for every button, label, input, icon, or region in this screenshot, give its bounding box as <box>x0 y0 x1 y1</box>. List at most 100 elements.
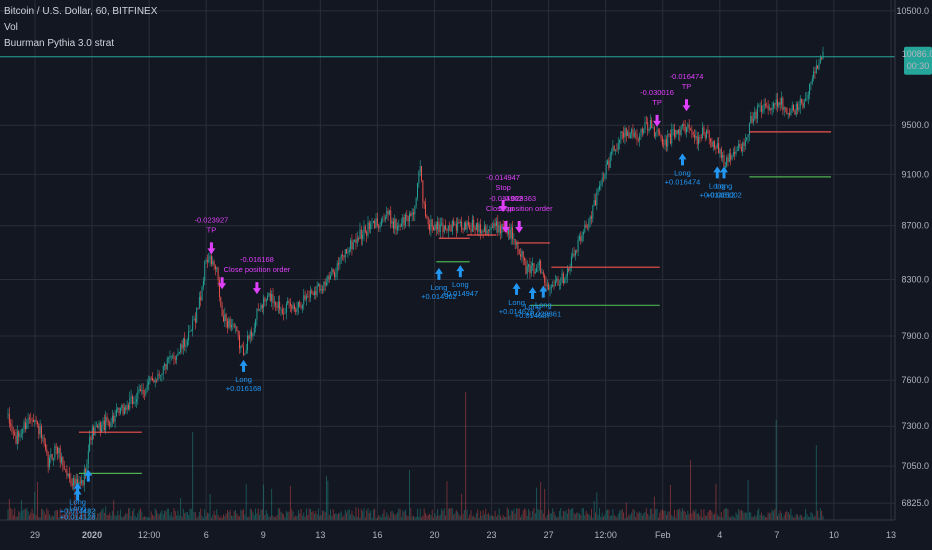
volume-bar <box>577 512 579 520</box>
volume-bar <box>521 514 523 520</box>
candle-body <box>378 225 380 229</box>
volume-bar <box>26 508 28 520</box>
volume-bar <box>530 517 532 520</box>
volume-bar <box>318 508 319 520</box>
candle-body <box>744 140 746 146</box>
volume-bar <box>118 514 120 520</box>
candle-body <box>633 133 635 137</box>
volume-bar <box>114 515 116 520</box>
volume-bar <box>253 515 255 520</box>
volume-bar <box>744 512 746 520</box>
candle-body <box>581 234 583 242</box>
volume-bar <box>204 509 206 520</box>
volume-bar <box>208 513 210 520</box>
volume-bar <box>417 508 418 520</box>
volume-bar <box>154 508 156 520</box>
volume-bar <box>264 515 266 520</box>
candle-body <box>529 264 531 274</box>
candle-body <box>75 479 77 485</box>
candle-body <box>190 330 192 332</box>
candle-body <box>707 130 709 134</box>
candle-body <box>427 217 429 225</box>
candle-body <box>22 429 24 434</box>
candle-body <box>807 94 809 99</box>
candle-body <box>205 259 207 262</box>
candle-body <box>225 314 227 322</box>
candle-body <box>109 421 111 427</box>
candle-body <box>192 320 194 331</box>
candle-body <box>483 226 485 232</box>
volume-bar <box>249 508 251 520</box>
volume-bar <box>631 512 633 520</box>
candle-body <box>415 197 417 207</box>
long-entry-arrow <box>719 166 728 179</box>
volume-bar <box>218 517 220 520</box>
candle-body <box>573 253 575 256</box>
candle-body <box>367 222 369 236</box>
candle-body <box>204 261 206 281</box>
candle-body <box>580 236 582 242</box>
volume-bar <box>126 513 128 520</box>
candle-body <box>648 129 650 132</box>
candle-body <box>494 223 496 227</box>
candle-body <box>11 425 13 432</box>
strategy-indicator-label[interactable]: Buurman Pythia 3.0 strat <box>4 38 115 49</box>
volume-bar <box>815 445 817 520</box>
price-tick-label: 7300.0 <box>901 421 929 431</box>
candle-body <box>142 390 144 394</box>
candle-body <box>510 227 512 239</box>
candle-body <box>773 103 774 108</box>
volume-bar <box>730 517 732 520</box>
symbol-title[interactable]: Bitcoin / U.S. Dollar, 60, BITFINEX <box>4 6 158 17</box>
exit-label: -0.014962 <box>489 194 523 203</box>
candle-body <box>699 137 701 138</box>
volume-bar <box>146 516 148 520</box>
volume-bar <box>182 508 184 520</box>
volume-bar <box>315 510 317 520</box>
candle-body <box>127 404 129 409</box>
candle-body <box>288 301 290 303</box>
price-axis-panel[interactable] <box>895 0 932 520</box>
volume-bar <box>574 514 576 520</box>
chart-legend: Bitcoin / U.S. Dollar, 60, BITFINEX Vol … <box>4 4 157 52</box>
volume-bar <box>647 513 649 520</box>
volume-bar <box>308 508 310 520</box>
volume-bar <box>624 517 626 520</box>
candle-body <box>640 128 642 136</box>
volume-bar <box>398 508 400 520</box>
last-price-value: 10086.0 <box>902 49 932 59</box>
volume-bar <box>421 517 422 520</box>
candle-body <box>336 263 338 274</box>
candle-body <box>233 324 235 328</box>
candle-body <box>27 418 29 425</box>
volume-bar <box>635 517 637 520</box>
volume-bar <box>429 513 431 520</box>
candle-body <box>248 335 250 339</box>
candle-body <box>522 251 524 259</box>
time-axis-panel[interactable] <box>0 520 932 550</box>
volume-bar <box>272 515 274 520</box>
candle-body <box>42 437 44 438</box>
volume-bar <box>81 511 83 520</box>
volume-bar <box>374 508 376 520</box>
candle-body <box>438 221 440 233</box>
volume-bar <box>659 512 661 520</box>
candle-body <box>794 110 796 115</box>
candle-body <box>313 291 315 296</box>
candle-body <box>516 243 518 245</box>
long-entry-label: Long <box>716 181 733 190</box>
candle-body <box>138 389 140 391</box>
volume-indicator-label[interactable]: Vol <box>4 22 18 33</box>
candle-body <box>133 402 135 404</box>
candle-body <box>200 296 202 301</box>
volume-bar <box>378 515 380 520</box>
candle-body <box>121 404 123 409</box>
long-entry-label: +0.014482 <box>60 507 96 516</box>
volume-bar <box>212 514 214 520</box>
candle-body <box>526 266 528 274</box>
volume-bar <box>359 517 361 520</box>
candle-body <box>600 183 602 186</box>
candle-body <box>446 229 448 231</box>
candle-body <box>410 213 412 216</box>
